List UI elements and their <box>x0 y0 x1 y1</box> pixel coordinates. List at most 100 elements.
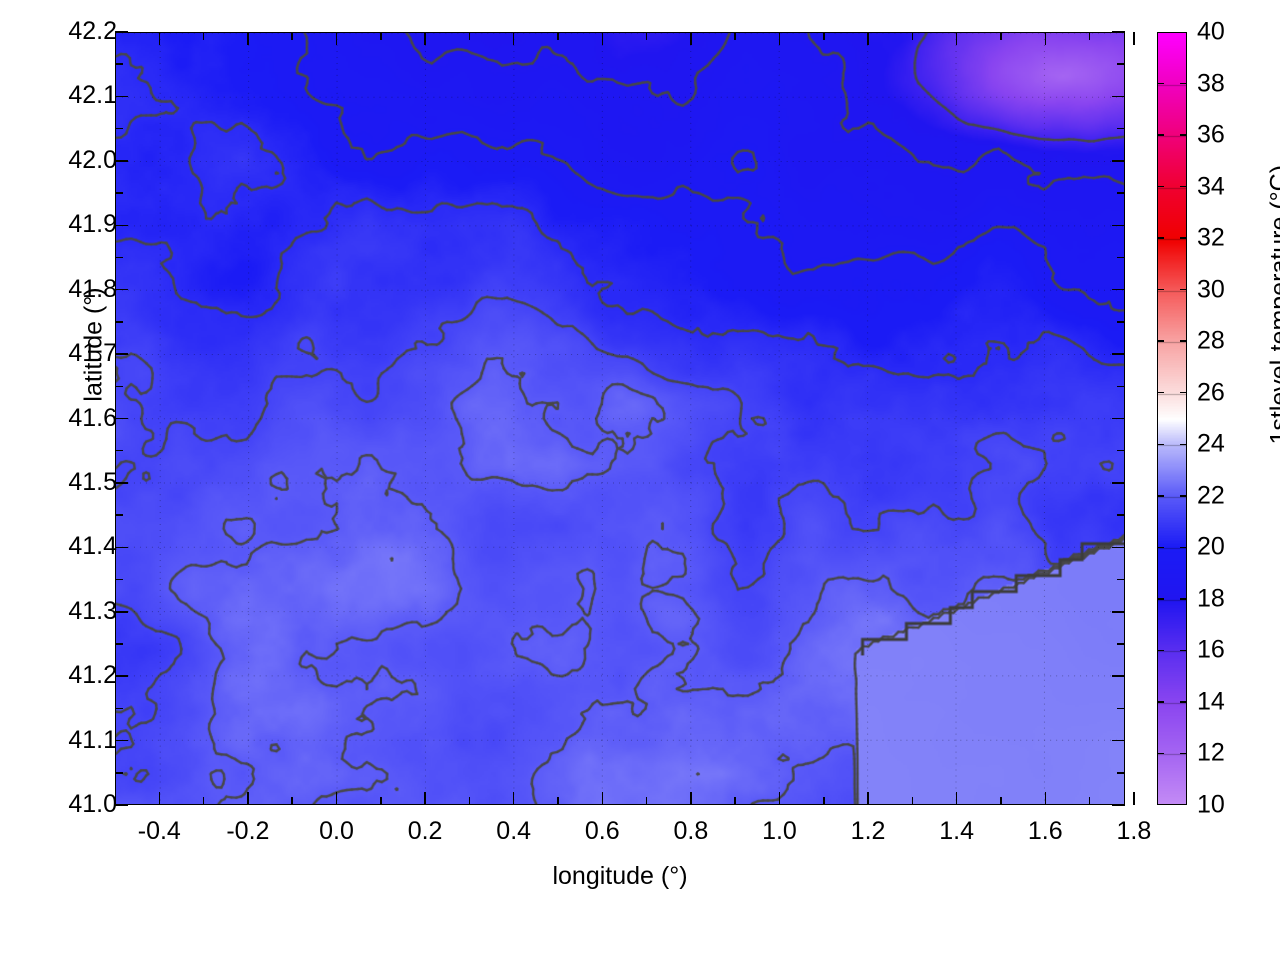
x-tick-minor-top <box>645 32 648 40</box>
colorbar-tick-label: 20 <box>1197 532 1225 561</box>
x-tick-minor <box>380 797 382 805</box>
x-tick-label: 1.6 <box>1027 817 1063 845</box>
contour-lines-layer <box>116 33 1124 804</box>
y-tick-minor <box>115 321 123 323</box>
x-tick-minor-top <box>380 32 382 40</box>
x-tick-major <box>955 792 958 805</box>
y-tick-major <box>115 739 128 742</box>
y-tick-minor-right <box>1117 707 1125 710</box>
y-tick-minor <box>115 514 123 516</box>
y-tick-minor-right <box>1117 63 1125 65</box>
x-tick-major <box>601 792 604 805</box>
x-tick-major-top <box>867 32 869 45</box>
x-tick-label: 0.0 <box>319 817 354 845</box>
y-tick-minor <box>115 449 123 452</box>
x-tick-major-top <box>601 32 604 45</box>
x-tick-minor <box>734 797 736 805</box>
y-tick-label: 41.3 <box>68 596 117 625</box>
y-tick-minor-right <box>1117 385 1125 388</box>
y-tick-minor <box>115 63 123 65</box>
x-tick-minor <box>911 797 914 805</box>
colorbar-tick-label: 36 <box>1197 120 1225 149</box>
colorbar-tick-label: 32 <box>1197 223 1225 252</box>
x-tick-minor <box>202 797 205 805</box>
colorbar-tick-label: 34 <box>1197 172 1225 201</box>
y-tick-label: 41.0 <box>68 790 117 818</box>
y-tick-minor <box>115 772 123 774</box>
y-tick-major-right <box>1112 482 1125 484</box>
y-tick-minor-right <box>1117 643 1125 645</box>
x-tick-label: 0.2 <box>407 817 443 845</box>
x-tick-minor <box>557 797 559 805</box>
x-tick-minor <box>291 797 293 805</box>
y-tick-major <box>115 482 128 484</box>
x-tick-major <box>335 792 338 805</box>
x-tick-major-top <box>247 32 249 45</box>
x-tick-major <box>778 792 781 805</box>
y-tick-major-right <box>1112 288 1125 291</box>
colorbar-title: 1stlevel-temperature (°C) <box>1265 164 1280 445</box>
y-tick-minor <box>115 192 123 194</box>
y-tick-major <box>115 288 128 291</box>
y-tick-label: 42.2 <box>68 17 117 45</box>
x-tick-major-top <box>955 32 958 45</box>
y-tick-minor-right <box>1117 127 1125 130</box>
x-tick-minor-top <box>911 32 914 40</box>
map-plot-area <box>115 32 1125 805</box>
x-tick-minor-top <box>823 32 825 40</box>
y-tick-major-right <box>1112 675 1125 677</box>
y-tick-minor <box>115 127 123 130</box>
x-tick-major-top <box>424 32 426 45</box>
y-tick-minor <box>115 643 123 645</box>
x-tick-minor-top <box>557 32 559 40</box>
x-tick-minor <box>1000 797 1002 805</box>
colorbar-tick-label: 18 <box>1197 584 1225 613</box>
y-tick-minor-right <box>1117 192 1125 194</box>
colorbar-tick-label: 12 <box>1197 738 1225 767</box>
colorbar-tick-label: 38 <box>1197 69 1225 98</box>
y-tick-major <box>115 31 128 33</box>
x-tick-minor <box>1088 797 1091 805</box>
y-tick-major <box>115 675 128 677</box>
y-tick-major <box>115 417 128 420</box>
x-tick-major-top <box>1044 32 1046 45</box>
colorbar-tick-label: 40 <box>1197 17 1225 46</box>
x-tick-minor <box>645 797 648 805</box>
y-tick-major <box>115 611 128 613</box>
colorbar-tick-label: 22 <box>1197 481 1225 510</box>
y-tick-label: 42.1 <box>68 81 117 110</box>
y-tick-label: 41.9 <box>68 210 117 239</box>
y-tick-major-right <box>1112 224 1125 226</box>
y-tick-label: 41.4 <box>68 532 117 561</box>
x-tick-label: 0.6 <box>584 817 620 845</box>
x-tick-minor <box>823 797 825 805</box>
y-tick-major-right <box>1112 417 1125 420</box>
y-tick-major <box>115 224 128 226</box>
y-tick-major-right <box>1112 611 1125 613</box>
y-tick-minor <box>115 707 123 710</box>
x-tick-major <box>690 792 692 805</box>
y-tick-major-right <box>1112 546 1125 549</box>
x-tick-major-top <box>512 32 515 45</box>
colorbar-gradient <box>1158 33 1186 804</box>
y-tick-minor-right <box>1117 772 1125 774</box>
x-tick-major-top <box>158 32 161 45</box>
y-tick-major <box>115 95 128 98</box>
colorbar-tick-label: 28 <box>1197 326 1225 355</box>
y-tick-major-right <box>1112 353 1125 355</box>
temperature-field <box>116 33 1124 804</box>
x-tick-major-top <box>690 32 692 45</box>
y-tick-major-right <box>1112 739 1125 742</box>
y-tick-major-right <box>1112 804 1125 806</box>
x-tick-major <box>158 792 161 805</box>
x-tick-major <box>1133 792 1135 805</box>
y-axis-title: latitude (°) <box>79 287 108 402</box>
x-tick-label: 1.4 <box>939 817 975 845</box>
y-tick-major <box>115 804 128 806</box>
x-tick-major-top <box>1133 32 1135 45</box>
y-tick-minor-right <box>1117 256 1125 259</box>
y-tick-minor-right <box>1117 514 1125 516</box>
y-tick-major <box>115 353 128 355</box>
y-tick-label: 41.8 <box>68 274 117 303</box>
y-tick-minor <box>115 256 123 259</box>
